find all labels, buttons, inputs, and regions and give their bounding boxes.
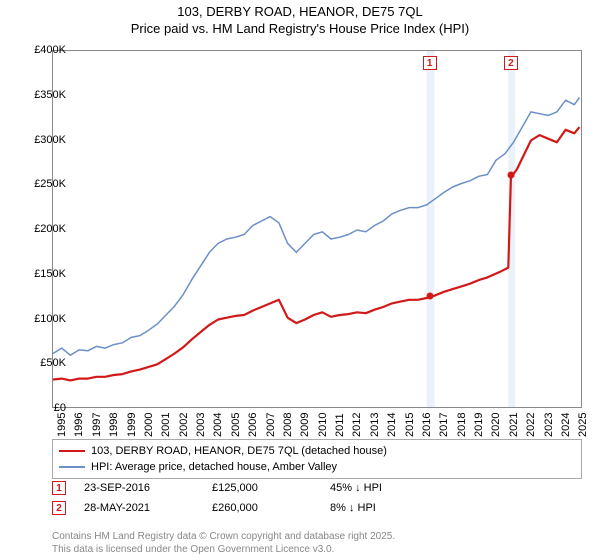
legend-item: HPI: Average price, detached house, Ambe… — [59, 459, 575, 475]
table-marker-box: 2 — [52, 501, 66, 515]
x-tick-label: 2002 — [178, 413, 190, 437]
x-tick-label: 2015 — [404, 413, 416, 437]
x-tick-label: 1996 — [73, 413, 85, 437]
chart-plot-area — [52, 50, 582, 408]
y-tick-label: £150K — [34, 268, 66, 280]
marker-table: 1 23-SEP-2016 £125,000 45% ↓ HPI 2 28-MAY-202… — [52, 479, 382, 519]
legend-swatch — [59, 466, 85, 468]
x-tick-label: 1998 — [108, 413, 120, 437]
x-tick-label: 1995 — [56, 413, 68, 437]
marker-dot — [507, 172, 514, 179]
table-price: £125,000 — [212, 482, 312, 494]
table-row: 2 28-MAY-2021 £260,000 8% ↓ HPI — [52, 499, 382, 517]
y-tick-label: £350K — [34, 89, 66, 101]
x-tick-label: 2010 — [317, 413, 329, 437]
x-tick-label: 2017 — [438, 413, 450, 437]
x-tick-label: 2020 — [490, 413, 502, 437]
title-line-2: Price paid vs. HM Land Registry's House … — [0, 21, 600, 38]
x-tick-label: 2018 — [456, 413, 468, 437]
marker-box: 2 — [504, 56, 518, 70]
chart-title: 103, DERBY ROAD, HEANOR, DE75 7QL Price … — [0, 0, 600, 38]
legend-label: HPI: Average price, detached house, Ambe… — [91, 461, 337, 473]
chart-svg — [53, 51, 581, 407]
legend-swatch — [59, 450, 85, 452]
x-tick-label: 2024 — [560, 413, 572, 437]
y-tick-label: £100K — [34, 313, 66, 325]
x-tick-label: 1999 — [126, 413, 138, 437]
y-tick-label: £200K — [34, 223, 66, 235]
table-row: 1 23-SEP-2016 £125,000 45% ↓ HPI — [52, 479, 382, 497]
x-tick-label: 2023 — [543, 413, 555, 437]
x-tick-label: 2019 — [473, 413, 485, 437]
x-tick-label: 2014 — [386, 413, 398, 437]
legend: 103, DERBY ROAD, HEANOR, DE75 7QL (detac… — [52, 439, 582, 479]
x-tick-label: 2011 — [334, 413, 346, 437]
y-tick-label: £300K — [34, 134, 66, 146]
title-line-1: 103, DERBY ROAD, HEANOR, DE75 7QL — [0, 4, 600, 21]
table-pct: 45% ↓ HPI — [330, 482, 382, 494]
x-tick-label: 2021 — [508, 413, 520, 437]
footer: Contains HM Land Registry data © Crown c… — [52, 531, 395, 556]
footer-line-2: This data is licensed under the Open Gov… — [52, 544, 395, 557]
y-tick-label: £400K — [34, 44, 66, 56]
x-tick-label: 2009 — [299, 413, 311, 437]
table-pct: 8% ↓ HPI — [330, 502, 376, 514]
legend-label: 103, DERBY ROAD, HEANOR, DE75 7QL (detac… — [91, 445, 387, 457]
x-tick-label: 2012 — [351, 413, 363, 437]
y-tick-label: £50K — [40, 357, 66, 369]
x-tick-label: 2016 — [421, 413, 433, 437]
x-tick-label: 2008 — [282, 413, 294, 437]
x-tick-label: 2003 — [195, 413, 207, 437]
x-tick-label: 2006 — [247, 413, 259, 437]
x-tick-label: 1997 — [91, 413, 103, 437]
x-tick-label: 2007 — [265, 413, 277, 437]
legend-item: 103, DERBY ROAD, HEANOR, DE75 7QL (detac… — [59, 443, 575, 459]
x-tick-label: 2000 — [143, 413, 155, 437]
footer-line-1: Contains HM Land Registry data © Crown c… — [52, 531, 395, 544]
marker-box: 1 — [423, 56, 437, 70]
x-tick-label: 2025 — [577, 413, 589, 437]
table-date: 23-SEP-2016 — [84, 482, 194, 494]
x-tick-label: 2013 — [369, 413, 381, 437]
y-tick-label: £250K — [34, 178, 66, 190]
x-tick-label: 2005 — [230, 413, 242, 437]
table-price: £260,000 — [212, 502, 312, 514]
marker-dot — [426, 293, 433, 300]
table-marker-box: 1 — [52, 481, 66, 495]
x-tick-label: 2001 — [160, 413, 172, 437]
table-date: 28-MAY-2021 — [84, 502, 194, 514]
x-tick-label: 2022 — [525, 413, 537, 437]
x-tick-label: 2004 — [212, 413, 224, 437]
